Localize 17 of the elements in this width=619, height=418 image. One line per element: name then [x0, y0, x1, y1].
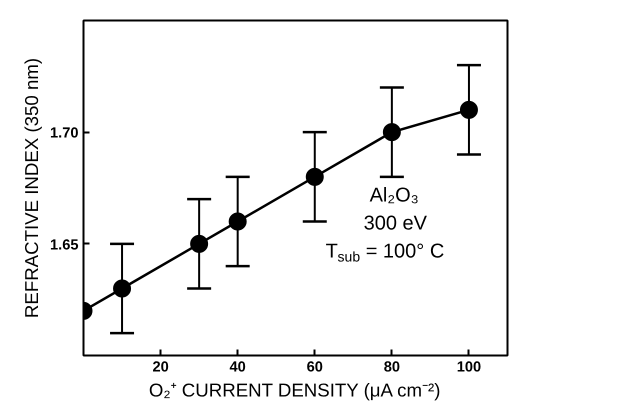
- x-tick-label: 20: [152, 360, 169, 376]
- point: [228, 212, 247, 230]
- x-tick-label: 60: [306, 360, 323, 376]
- point: [190, 234, 208, 253]
- x-tick-label: 100: [456, 360, 482, 376]
- point: [306, 168, 324, 186]
- x-tick-label: 80: [384, 360, 400, 376]
- y-tick-label: 1.70: [50, 126, 79, 142]
- annotation: 300 eV: [364, 212, 428, 234]
- point: [113, 280, 132, 298]
- y-tick-label: 1.65: [50, 237, 79, 254]
- y-axis-title: REFRACTIVE INDEX (350 nm): [20, 58, 42, 318]
- x-tick-label: 40: [230, 360, 246, 376]
- annotation: Al₂O₃: [370, 184, 419, 206]
- point: [460, 100, 478, 119]
- point: [382, 123, 401, 142]
- x-axis-title: O₂⁺ CURRENT DENSITY (μA cm⁻²): [148, 380, 440, 400]
